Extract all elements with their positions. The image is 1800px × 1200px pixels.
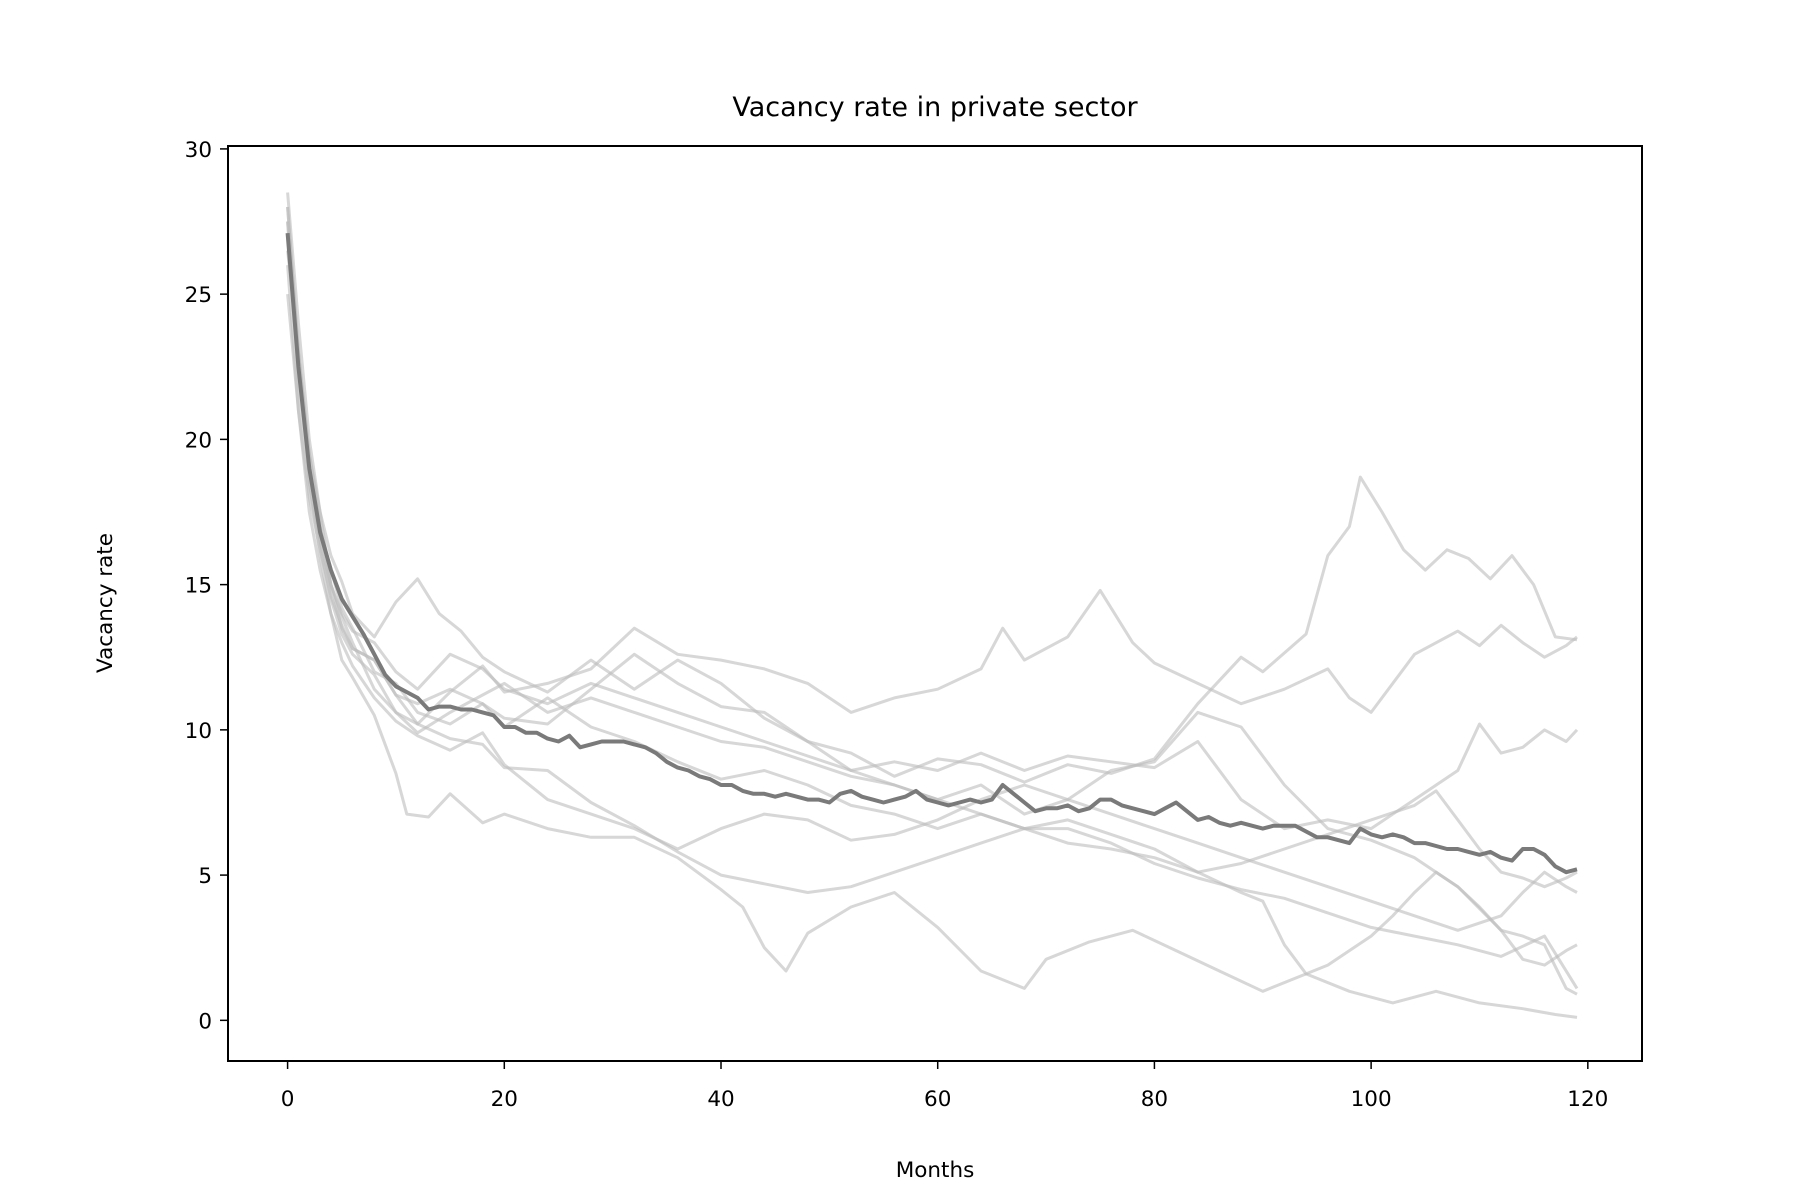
series-layer: [285, 192, 1579, 1019]
y-tick-label: 15: [185, 574, 212, 599]
simulation-series-line-2: [286, 206, 1578, 1019]
x-axis-label: Months: [896, 1158, 975, 1183]
chart-title: Vacancy rate in private sector: [732, 92, 1138, 123]
simulation-series-line-5: [286, 221, 1578, 726]
y-tick-label: 20: [185, 428, 212, 453]
mean-series-line: [285, 232, 1578, 875]
simulation-series-line-7: [286, 293, 1578, 976]
x-tick-label: 100: [1351, 1087, 1392, 1112]
simulation-series-line-9: [286, 221, 1578, 889]
simulation-series-line-8: [286, 206, 1578, 932]
x-tick-label: 40: [707, 1087, 734, 1112]
plot-frame: [227, 145, 1643, 1062]
x-tick-label: 20: [491, 1087, 518, 1112]
y-tick-label: 0: [198, 1009, 212, 1034]
x-tick-label: 120: [1567, 1087, 1608, 1112]
simulation-series-line-4: [286, 235, 1579, 831]
x-axis: 0 20 40 60 80 100 120: [281, 1061, 1608, 1112]
y-tick-label: 30: [185, 138, 212, 163]
y-axis: 0 5 10 15 20 25 30: [185, 138, 228, 1034]
x-tick-label: 0: [281, 1087, 295, 1112]
x-tick-label: 80: [1141, 1087, 1168, 1112]
simulation-series-line-6: [286, 264, 1578, 996]
y-axis-label: Vacancy rate: [93, 533, 118, 673]
y-tick-label: 10: [185, 719, 212, 744]
x-tick-label: 60: [924, 1087, 951, 1112]
y-tick-label: 25: [185, 283, 212, 308]
y-tick-label: 5: [198, 864, 212, 889]
simulation-series-line-1: [286, 192, 1579, 990]
